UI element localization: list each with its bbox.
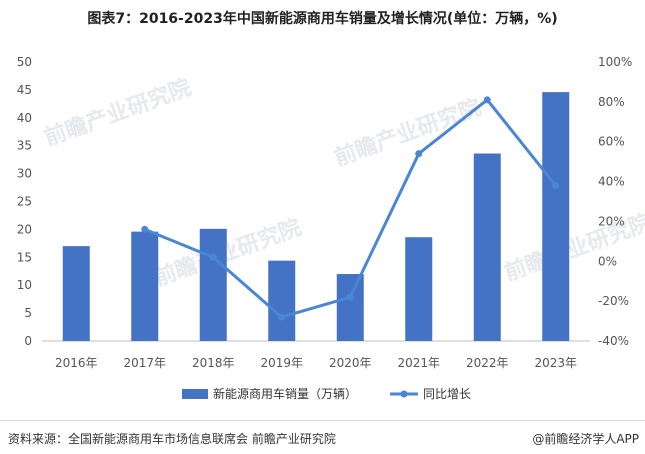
bar	[268, 260, 296, 341]
legend-line-label: 同比增长	[423, 387, 471, 401]
growth-point	[415, 150, 423, 158]
y-left-tick-label: 0	[24, 334, 32, 348]
legend-bar-label: 新能源商用车销量（万辆）	[213, 386, 357, 401]
legend-line-marker	[400, 390, 408, 398]
growth-point	[278, 313, 286, 321]
x-tick-label: 2018年	[192, 356, 235, 370]
growth-point	[483, 96, 491, 104]
y-left-tick-label: 40	[17, 111, 32, 125]
x-tick-label: 2017年	[123, 356, 166, 370]
x-tick-label: 2019年	[260, 356, 303, 370]
bar	[473, 153, 501, 341]
bar	[131, 231, 159, 341]
y-left-tick-label: 45	[17, 83, 32, 97]
footer: 资料来源：全国新能源商用车市场信息联席会 前瞻产业研究院 @前瞻经济学人APP	[0, 420, 645, 454]
y-left-tick-label: 30	[17, 167, 32, 181]
x-tick-label: 2020年	[329, 356, 372, 370]
bar	[199, 228, 227, 341]
y-right-tick-label: -20%	[598, 294, 629, 308]
x-tick-label: 2016年	[55, 356, 98, 370]
y-left-tick-label: 20	[17, 222, 32, 236]
y-left-tick-label: 15	[17, 250, 32, 264]
y-left-tick-label: 35	[17, 139, 32, 153]
chart-canvas: 0 5 10 15 20 25 30 35 40 45 50 -40% -20% 0% 20% 40% 60% 8…	[17, 55, 633, 401]
x-tick-label: 2022年	[466, 356, 509, 370]
growth-point	[209, 253, 217, 261]
bar	[542, 92, 570, 341]
y-left-tick-label: 25	[17, 195, 32, 209]
y-right-tick-label: 20%	[598, 214, 625, 228]
bar	[62, 246, 90, 341]
brand-label: @前瞻经济学人APP	[532, 432, 639, 446]
legend-bar-swatch	[182, 389, 208, 399]
y-left-tick-label: 10	[17, 278, 32, 292]
y-left-tick-label: 5	[24, 306, 32, 320]
y-right-tick-label: 0%	[598, 254, 617, 268]
bar	[336, 274, 364, 341]
growth-point	[141, 225, 149, 233]
bar	[405, 237, 433, 341]
y-right-tick-label: 60%	[598, 135, 625, 149]
y-left-tick-label: 50	[17, 55, 32, 69]
growth-point	[346, 293, 354, 301]
x-tick-label: 2021年	[397, 356, 440, 370]
y-right-tick-label: 40%	[598, 175, 625, 189]
y-right-tick-label: -40%	[598, 334, 629, 348]
growth-point	[552, 182, 560, 190]
chart-title: 图表7：2016-2023年中国新能源商用车销量及增长情况(单位：万辆，%)	[87, 11, 558, 27]
x-tick-label: 2023年	[534, 356, 577, 370]
source-note: 资料来源：全国新能源商用车市场信息联席会 前瞻产业研究院	[8, 432, 336, 446]
y-right-tick-label: 100%	[598, 55, 632, 69]
y-right-tick-label: 80%	[598, 95, 625, 109]
